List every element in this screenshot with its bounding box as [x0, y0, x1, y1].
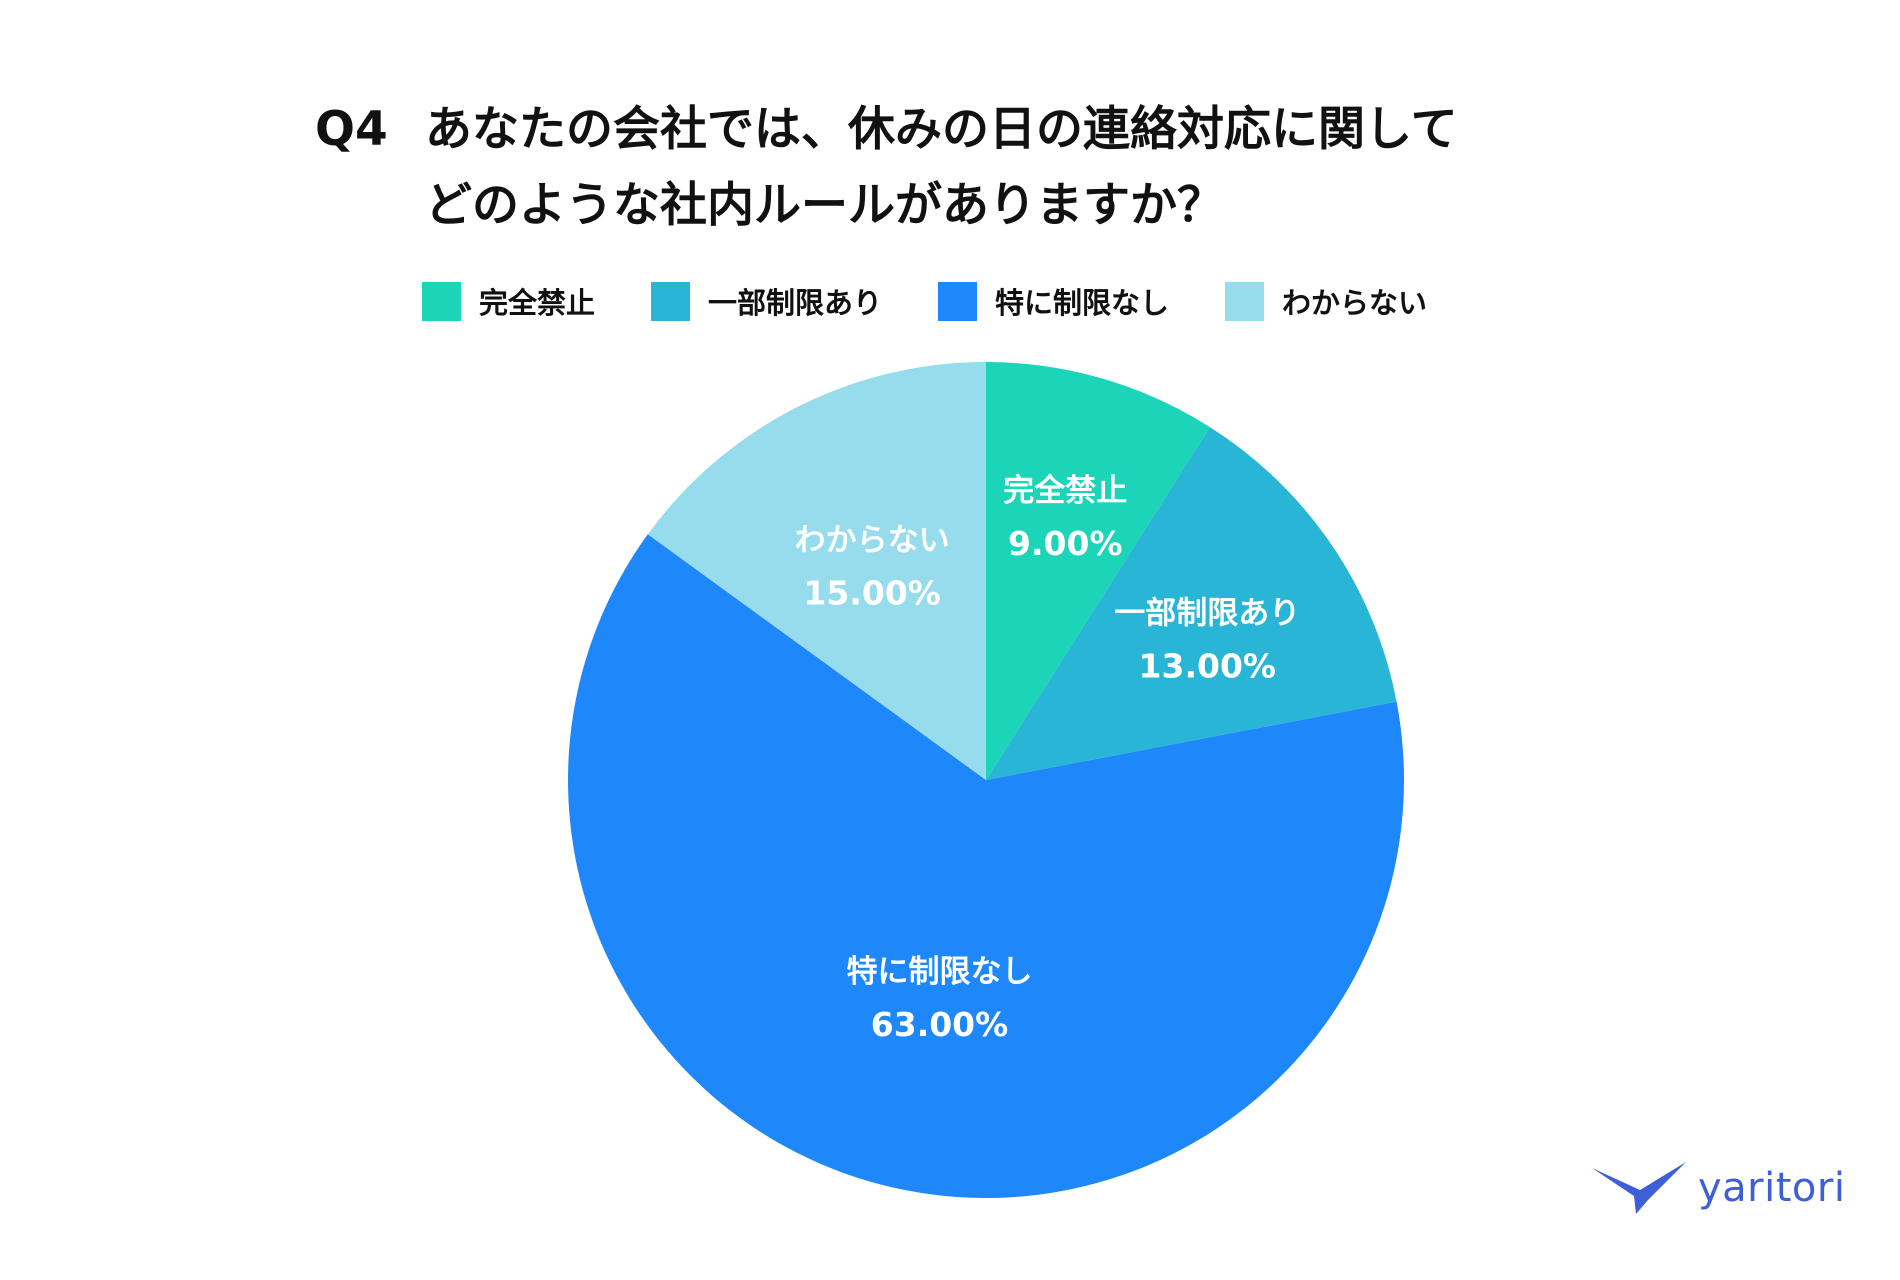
legend-item: わからない [1225, 280, 1427, 322]
legend-item: 完全禁止 [422, 280, 595, 322]
legend-swatch [1225, 281, 1265, 321]
slice-value-label: 9.00% [1008, 524, 1123, 563]
legend-swatch [422, 281, 461, 321]
legend-label: 特に制限なし [995, 286, 1170, 320]
title-line-1: あなたの会社では、休みの日の連絡対応に関して [425, 102, 1458, 157]
slice-category-label: 一部制限あり [1114, 596, 1300, 632]
question-number: Q4 [315, 102, 388, 157]
legend-swatch [938, 281, 978, 321]
legend: 完全禁止 一部制限あり 特に制限なし わからない [422, 280, 1483, 322]
slice-category-label: 特に制限なし [846, 954, 1032, 990]
legend-item: 特に制限なし [938, 280, 1169, 322]
bird-icon [1592, 1162, 1686, 1214]
pie-slice [986, 362, 1210, 780]
pie-slice [647, 362, 986, 780]
legend-label: 一部制限あり [708, 286, 883, 320]
legend-item: 一部制限あり [651, 280, 882, 322]
legend-label: わからない [1282, 286, 1428, 320]
slice-value-label: 13.00% [1139, 647, 1276, 686]
pie-slice [986, 427, 1397, 780]
pie-slice [568, 534, 1404, 1198]
slice-category-label: わからない [795, 523, 950, 559]
slice-category-label: 完全禁止 [1003, 473, 1127, 509]
title-line-2: どのような社内ルールがありますか？ [425, 178, 1224, 233]
slice-value-label: 15.00% [803, 574, 940, 613]
logo-text: yaritori [1698, 1165, 1846, 1211]
chart-title: Q4 あなたの会社では、休みの日の連絡対応に関して どのような社内ルールがありま… [315, 92, 1715, 244]
legend-swatch [651, 281, 691, 321]
slice-value-label: 63.00% [871, 1005, 1008, 1044]
legend-label: 完全禁止 [479, 286, 596, 320]
yaritori-logo: yaritori [1590, 1160, 1845, 1216]
